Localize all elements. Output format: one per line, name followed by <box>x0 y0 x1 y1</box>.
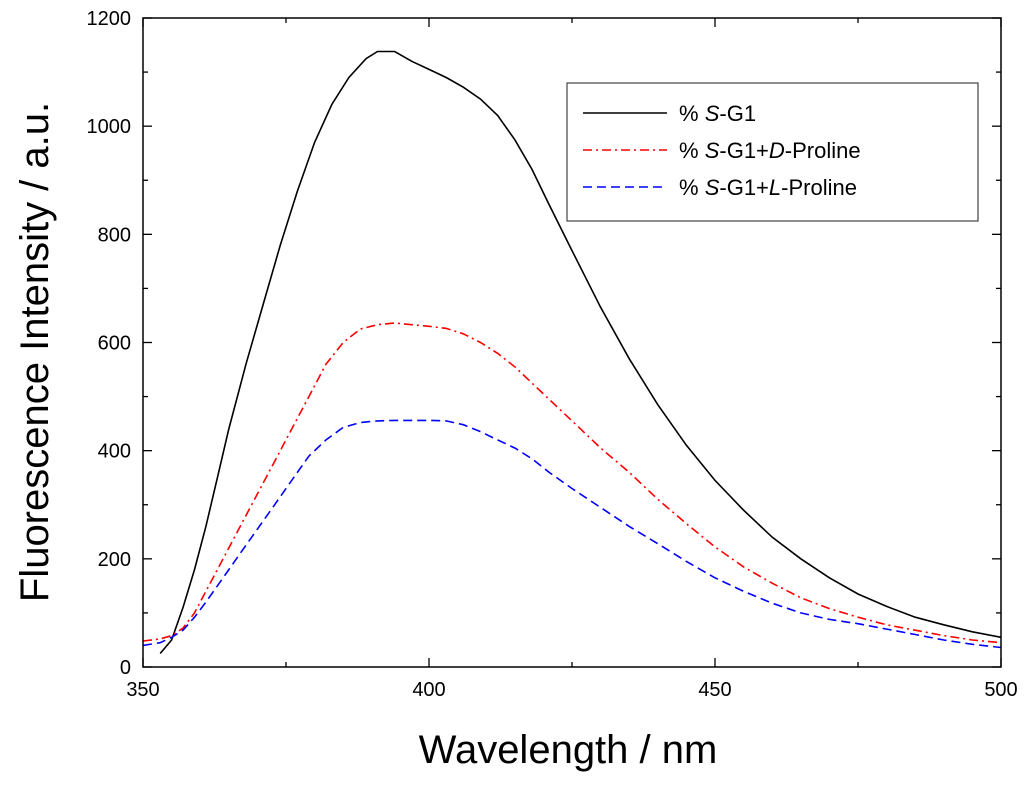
x-axis-title: Wavelength / nm <box>419 728 718 772</box>
y-tick-label: 400 <box>98 441 131 463</box>
axes-layer: 350 400 450 500 0 200 400 600 800 1000 1200 <box>87 8 1018 701</box>
x-tick-label: 450 <box>698 679 731 701</box>
plot-layer <box>143 50 1001 655</box>
x-tick-label: 400 <box>412 679 445 701</box>
x-tick-label: 500 <box>984 679 1017 701</box>
legend-label-1: % S-G1 <box>679 101 756 126</box>
y-tick-label: 0 <box>120 657 131 679</box>
y-tick-label: 600 <box>98 333 131 355</box>
y-tick-label: 200 <box>98 549 131 571</box>
y-tick-label: 1200 <box>87 8 132 30</box>
legend: % S-G1 % S-G1+D-Proline % S-G1+L-Proline <box>566 82 979 222</box>
legend-label-2: % S-G1+D-Proline <box>679 138 861 163</box>
series-line-2 <box>143 322 1001 644</box>
series-line-3 <box>143 419 1001 649</box>
y-tick-label: 1000 <box>87 116 132 138</box>
y-axis-title: Fluorescence Intensity / a.u. <box>13 102 57 602</box>
y-tick-label: 800 <box>98 224 131 246</box>
legend-box <box>566 82 979 222</box>
series-line-1 <box>159 50 1001 655</box>
x-tick-label: 350 <box>126 679 159 701</box>
legend-label-3: % S-G1+L-Proline <box>679 175 857 200</box>
